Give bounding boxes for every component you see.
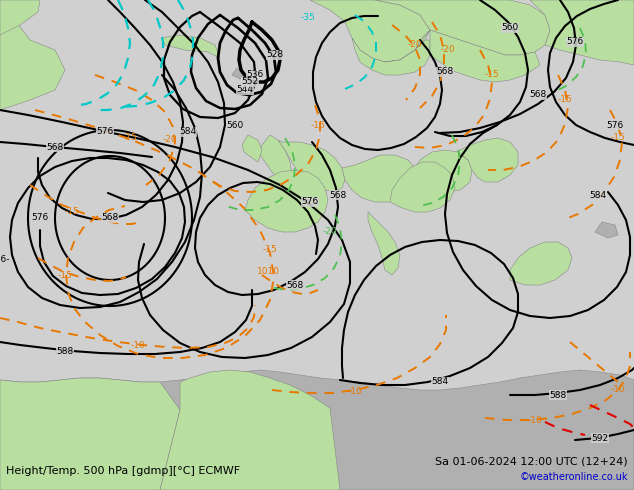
Polygon shape [368,212,400,275]
Text: -10: -10 [347,388,363,396]
Text: ©weatheronline.co.uk: ©weatheronline.co.uk [519,472,628,482]
Text: 588: 588 [550,391,567,399]
Polygon shape [0,370,634,490]
Text: 576: 576 [31,214,49,222]
Text: 560: 560 [226,121,243,129]
Text: -20: -20 [408,41,422,49]
Text: 576-: 576- [0,255,10,265]
Text: 568: 568 [529,91,547,99]
Polygon shape [160,370,340,490]
Polygon shape [510,242,572,285]
Text: 568: 568 [46,143,63,151]
Text: 552: 552 [242,77,259,87]
Text: 576: 576 [566,38,584,47]
Text: -15: -15 [311,121,325,129]
Polygon shape [0,378,180,490]
Text: -15: -15 [611,133,625,143]
Text: 528: 528 [266,50,283,59]
Polygon shape [162,35,220,58]
Polygon shape [595,222,618,238]
Text: -35: -35 [301,14,315,23]
Polygon shape [245,170,328,232]
Polygon shape [375,0,550,62]
Text: -15: -15 [122,133,138,143]
Text: -10: -10 [611,386,625,394]
Polygon shape [278,140,345,192]
Text: -20: -20 [323,227,337,237]
Text: -10: -10 [527,416,542,424]
Text: -10: -10 [131,341,145,349]
Polygon shape [310,0,430,62]
Text: 568: 568 [436,68,453,76]
Text: 568: 568 [287,280,304,290]
Polygon shape [530,0,634,65]
Polygon shape [232,68,245,79]
Polygon shape [458,138,518,182]
Text: -15: -15 [58,270,72,279]
Text: 560: 560 [501,24,519,32]
Text: -15: -15 [558,96,573,104]
Text: 568: 568 [101,214,119,222]
Polygon shape [352,38,430,75]
Text: 576: 576 [606,121,624,129]
Text: -20: -20 [441,46,455,54]
Polygon shape [342,155,418,202]
Text: 592: 592 [592,434,609,442]
Polygon shape [415,150,472,192]
Text: 1010: 1010 [257,268,280,276]
Text: 544: 544 [236,85,254,95]
Polygon shape [242,135,262,162]
Text: 584: 584 [590,191,607,199]
Text: 588: 588 [56,347,74,357]
Polygon shape [260,135,292,185]
Text: 536: 536 [247,71,264,79]
Text: 576: 576 [96,127,113,137]
Text: -20: -20 [163,136,178,145]
Polygon shape [0,0,65,110]
Text: Sa 01-06-2024 12:00 UTC (12+24): Sa 01-06-2024 12:00 UTC (12+24) [436,456,628,466]
Text: -15: -15 [65,207,79,217]
Text: -15: -15 [262,245,278,254]
Text: 576: 576 [301,197,319,206]
Text: 584: 584 [179,127,197,137]
Text: 584: 584 [432,377,449,387]
Polygon shape [0,0,40,35]
Text: -15: -15 [484,71,500,79]
Polygon shape [430,30,540,82]
Text: Height/Temp. 500 hPa [gdmp][°C] ECMWF: Height/Temp. 500 hPa [gdmp][°C] ECMWF [6,466,240,476]
Polygon shape [390,162,455,212]
Text: 568: 568 [330,191,347,199]
